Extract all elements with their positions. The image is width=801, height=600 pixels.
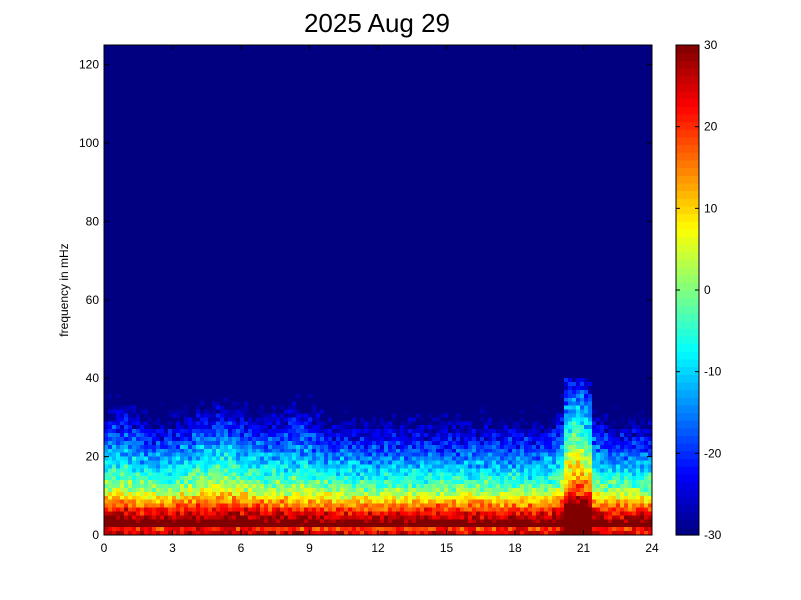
colorbar-cell xyxy=(676,75,699,84)
x-tick-label: 18 xyxy=(508,541,522,555)
colorbar-cell xyxy=(676,504,699,513)
colorbar-cell xyxy=(676,297,699,306)
colorbar-cell xyxy=(676,527,699,536)
colorbar-cell xyxy=(676,267,699,276)
x-axis: 0 3 6 9 12 15 18 21 24 xyxy=(101,45,659,555)
colorbar-cell xyxy=(676,121,699,130)
colorbar-cell xyxy=(676,113,699,123)
colorbar-cell xyxy=(676,175,699,184)
colorbar-cell xyxy=(676,236,699,245)
colorbar-cell xyxy=(676,358,699,368)
colorbar-cell xyxy=(676,389,699,398)
colorbar-cell xyxy=(676,397,699,406)
colorbar-cell xyxy=(676,473,699,483)
colorbar-gradient xyxy=(676,45,699,536)
colorbar-cell xyxy=(676,52,699,61)
colorbar-cell xyxy=(676,221,699,230)
colorbar-cell xyxy=(676,190,699,199)
y-tick-label: 40 xyxy=(86,371,100,385)
colorbar-cell xyxy=(676,443,699,452)
y-tick-label: 120 xyxy=(79,58,99,72)
colorbar-cell xyxy=(676,312,699,322)
colorbar-cell xyxy=(676,98,699,107)
colorbar-cell xyxy=(676,67,699,77)
x-tick-label: 15 xyxy=(440,541,454,555)
colorbar-cell xyxy=(676,427,699,437)
colorbar-cell xyxy=(676,351,699,360)
colorbar-cell xyxy=(676,343,699,352)
colorbar-cell xyxy=(676,450,699,460)
heatmap-plot-area xyxy=(104,45,652,535)
colorbar-tick-label: -20 xyxy=(704,446,722,460)
colorbar-cell xyxy=(676,167,699,176)
y-tick-label: 80 xyxy=(86,214,100,228)
colorbar-cell xyxy=(676,251,699,260)
colorbar-cell xyxy=(676,290,699,299)
colorbar-cell xyxy=(676,106,699,115)
colorbar-cell xyxy=(676,282,699,291)
x-tick-label: 0 xyxy=(101,541,108,555)
x-tick-label: 24 xyxy=(645,541,659,555)
x-tick-label: 6 xyxy=(238,541,245,555)
colorbar-tick-label: -10 xyxy=(704,365,722,379)
y-tick-label: 20 xyxy=(86,450,100,464)
colorbar-cell xyxy=(676,45,699,54)
colorbar-cell xyxy=(676,496,699,505)
colorbar-cell xyxy=(676,328,699,337)
colorbar-cell xyxy=(676,159,699,169)
y-axis: 0 20 40 60 80 100 120 xyxy=(79,58,652,542)
colorbar-tick-label: -30 xyxy=(704,528,722,542)
colorbar-cell xyxy=(676,205,699,215)
colorbar-tick-label: 20 xyxy=(704,120,718,134)
colorbar-cell xyxy=(676,274,699,283)
colorbar-tick-label: 10 xyxy=(704,201,718,215)
colorbar-cell xyxy=(676,198,699,207)
x-tick-label: 9 xyxy=(306,541,313,555)
colorbar-cell xyxy=(676,259,699,268)
colorbar-cell xyxy=(676,489,699,498)
x-tick-label: 12 xyxy=(371,541,385,555)
colorbar-cell xyxy=(676,213,699,222)
colorbar-cell xyxy=(676,458,699,467)
x-tick-label: 21 xyxy=(577,541,591,555)
colorbar-cell xyxy=(676,152,699,161)
colorbar-cell xyxy=(676,60,699,69)
colorbar-cell xyxy=(676,90,699,100)
colorbar-axis: -30 -20 -10 0 10 20 30 xyxy=(676,38,722,542)
colorbar-cell xyxy=(676,512,699,521)
colorbar-cell xyxy=(676,144,699,153)
colorbar-cell xyxy=(676,374,699,383)
colorbar-cell xyxy=(676,320,699,329)
y-tick-label: 100 xyxy=(79,136,99,150)
y-axis-label: frequency in mHz xyxy=(57,243,71,336)
colorbar-cell xyxy=(676,420,699,429)
colorbar-tick-label: 30 xyxy=(704,38,718,52)
colorbar-cell xyxy=(676,136,699,146)
y-tick-label: 60 xyxy=(86,293,100,307)
colorbar-cell xyxy=(676,182,699,192)
colorbar-cell xyxy=(676,404,699,414)
colorbar-cell xyxy=(676,129,699,138)
colorbar-cell xyxy=(676,481,699,490)
spectrogram-image xyxy=(104,45,652,535)
colorbar-cell xyxy=(676,83,699,92)
chart-title: 2025 Aug 29 xyxy=(304,8,450,38)
y-tick-label: 0 xyxy=(92,528,99,542)
x-tick-label: 3 xyxy=(169,541,176,555)
colorbar-cell xyxy=(676,519,699,528)
colorbar-cell xyxy=(676,228,699,238)
colorbar-cell xyxy=(676,466,699,475)
colorbar-cell xyxy=(676,305,699,314)
colorbar-cell xyxy=(676,412,699,421)
colorbar-cell xyxy=(676,244,699,253)
colorbar-cell xyxy=(676,381,699,391)
colorbar-cell xyxy=(676,366,699,375)
colorbar-cell xyxy=(676,335,699,345)
colorbar-cell xyxy=(676,435,699,444)
colorbar-tick-label: 0 xyxy=(704,283,711,297)
